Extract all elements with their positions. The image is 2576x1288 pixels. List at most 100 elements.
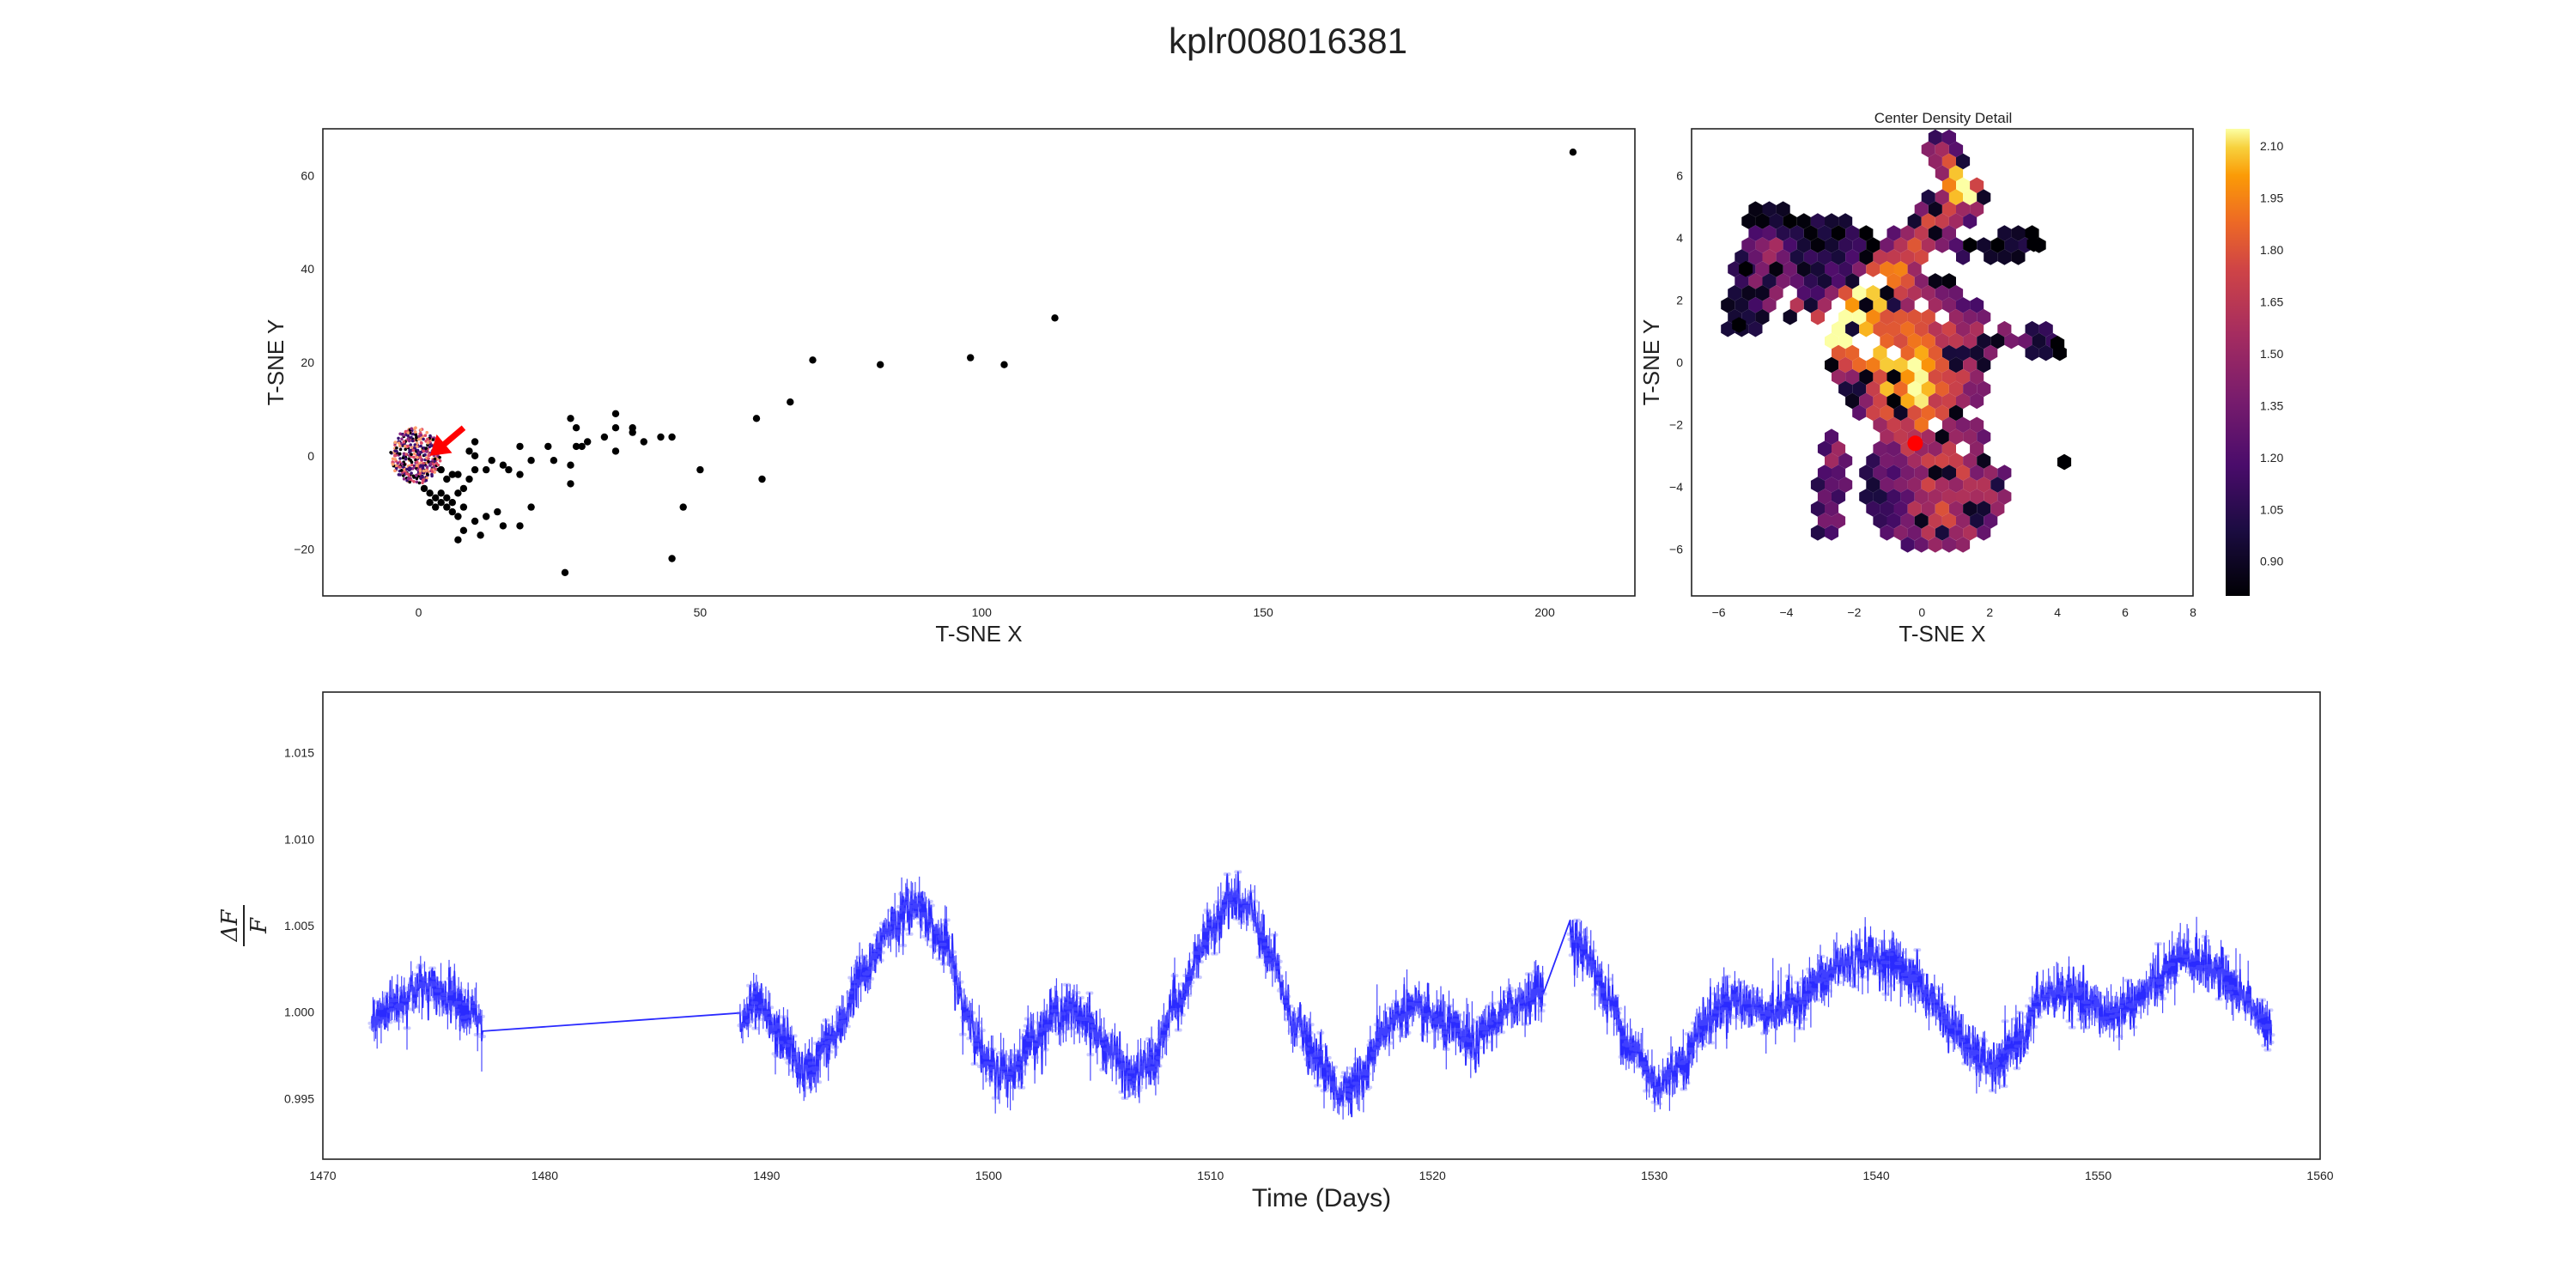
density-hexbin: [1832, 225, 1846, 241]
scatter-point: [471, 465, 479, 474]
density-hexbin: [1873, 416, 1887, 434]
density-hexbin: [1825, 285, 1839, 301]
density-hexbin: [1866, 453, 1880, 469]
cluster-point: [408, 480, 412, 484]
density-hexbin: [1893, 356, 1908, 374]
cluster-point: [393, 458, 398, 461]
density-hexbin: [1948, 285, 1964, 301]
density-hexbin: [1886, 297, 1901, 313]
density-hexbin: [1990, 332, 2005, 349]
light-curve-x-tick-label: 1530: [1641, 1169, 1668, 1182]
density-hexbin: [1970, 513, 1984, 529]
tsne-scatter-panel: 0 50 100 150 200 −20 0 20 40 60 T-SNE X T-SNE Y: [263, 128, 1636, 647]
density-hexbin: [1948, 428, 1964, 445]
density-hexbin: [1914, 344, 1929, 361]
density-hexbin: [1852, 285, 1867, 301]
density-hexbin: [1977, 428, 1991, 445]
cluster-point: [414, 426, 417, 430]
density-hexbin: [1873, 489, 1887, 505]
density-hexbin: [1873, 368, 1887, 386]
cluster-point: [430, 444, 434, 447]
density-y-tick-label: 0: [1676, 355, 1683, 369]
scatter-point: [454, 489, 462, 497]
scatter-point: [426, 489, 434, 497]
cluster-point: [425, 472, 429, 476]
scatter-point: [567, 461, 574, 469]
density-hexbin: [1832, 320, 1846, 337]
density-hexbin: [1838, 356, 1853, 374]
density-hexbin: [1928, 153, 1942, 170]
density-title: Center Density Detail: [1874, 110, 2013, 126]
density-hexbin: [1970, 368, 1984, 386]
density-hexbin: [2018, 332, 2032, 349]
cluster-point: [421, 475, 424, 478]
density-hexbin: [1956, 297, 1971, 313]
cluster-point: [410, 453, 413, 456]
density-hexbin: [1817, 225, 1832, 241]
scatter-point: [448, 499, 456, 507]
density-hexbin: [1963, 356, 1978, 374]
density-hexbin: [1825, 428, 1839, 445]
density-hexbin: [1838, 237, 1853, 253]
scatter-frame: [322, 128, 1636, 597]
density-hexbin: [1880, 380, 1894, 398]
density-hexbin: [1810, 261, 1825, 277]
density-hexbin: [1893, 428, 1908, 445]
density-hexbin: [1941, 416, 1956, 434]
cluster-point: [412, 455, 416, 459]
density-highlight-point: [1907, 435, 1923, 452]
light-curve-x-tick-label: 1500: [975, 1169, 1002, 1182]
scatter-point: [516, 471, 524, 478]
density-hexbin: [1914, 225, 1929, 241]
density-hexbin: [1880, 453, 1894, 469]
cluster-point: [418, 456, 422, 459]
density-y-ticks: −6 −4 −2 0 2 4 6: [1669, 168, 1683, 556]
cluster-point: [394, 466, 398, 471]
density-hexbin: [1803, 297, 1818, 313]
scatter-point: [752, 415, 761, 422]
density-hexbin: [1762, 201, 1777, 217]
scatter-x-axis-label: T-SNE X: [935, 621, 1022, 647]
scatter-point: [668, 555, 676, 562]
cluster-point: [415, 445, 419, 448]
scatter-point: [516, 442, 524, 451]
density-hexbin: [1817, 440, 1832, 457]
density-hexbin: [1948, 165, 1964, 182]
cluster-point: [417, 481, 422, 485]
density-hexbin: [1762, 273, 1777, 289]
density-hexbin: [1948, 380, 1964, 398]
cluster-point: [423, 434, 428, 438]
density-hexbin: [1755, 285, 1770, 301]
cluster-point: [404, 444, 407, 448]
density-hexbin: [1789, 249, 1804, 265]
density-hexbin: [1914, 537, 1929, 553]
density-hexbin: [1873, 320, 1887, 337]
density-hexbin: [1741, 213, 1756, 229]
light-curve-y-ticks: 0.995 1.000 1.005 1.010 1.015: [284, 746, 314, 1106]
density-y-tick-label: −4: [1669, 480, 1683, 494]
density-hexbin: [1921, 501, 1935, 517]
density-hexbin: [1941, 153, 1956, 170]
density-hexbin: [1838, 213, 1853, 229]
density-hexbin: [1900, 537, 1915, 553]
scatter-point: [499, 522, 507, 530]
scatter-point: [471, 438, 479, 446]
density-hexbin: [1941, 465, 1956, 481]
cluster-point: [409, 459, 413, 462]
scatter-point: [567, 480, 574, 488]
cluster-point: [415, 464, 419, 468]
cluster-point: [398, 465, 402, 469]
density-hexbin: [1776, 249, 1790, 265]
density-y-tick-label: 4: [1676, 231, 1683, 245]
density-hexbin: [1886, 440, 1901, 457]
cluster-point: [393, 440, 398, 444]
cluster-point: [411, 448, 416, 453]
cluster-point: [419, 433, 423, 437]
density-hexbin: [2026, 235, 2041, 252]
density-hexbin: [1886, 225, 1901, 241]
light-curve-path: [371, 871, 2272, 1118]
cluster-point: [397, 441, 401, 445]
density-hexbin: [1803, 225, 1818, 241]
density-hexbin: [1783, 237, 1797, 253]
density-hexbin: [1941, 368, 1956, 386]
